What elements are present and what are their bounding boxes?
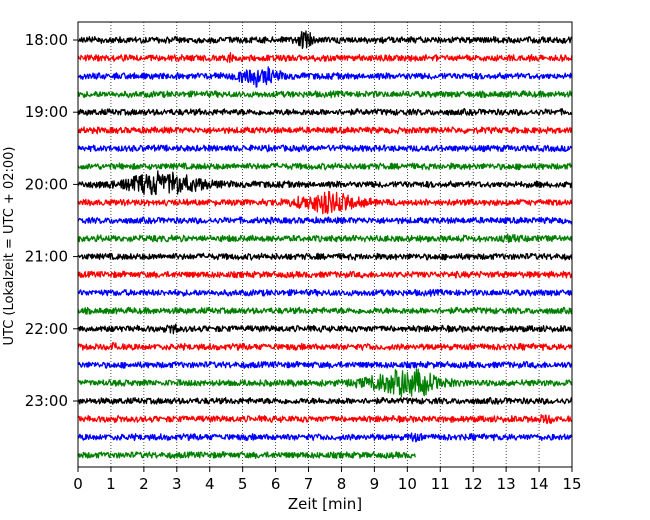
x-tick-label: 8	[337, 475, 347, 493]
x-tick-label: 7	[304, 475, 314, 493]
seismogram-trace	[77, 306, 573, 315]
seismogram-trace	[77, 90, 573, 99]
seismogram-trace	[77, 396, 573, 405]
seismogram-trace	[77, 108, 573, 117]
plot-frame	[77, 21, 573, 468]
y-tick-label: 21:00	[25, 248, 68, 266]
x-tick-label: 9	[370, 475, 380, 493]
y-tick-label: 20:00	[25, 175, 68, 193]
seismogram-trace	[77, 66, 573, 88]
seismogram-trace	[77, 126, 573, 135]
x-tick-label: 13	[497, 475, 516, 493]
x-tick-label: 11	[431, 475, 450, 493]
seismogram-trace	[77, 432, 573, 443]
seismogram-trace	[77, 360, 573, 369]
x-tick-label: 14	[530, 475, 549, 493]
y-tick-label: 23:00	[25, 392, 68, 410]
x-axis-label: Zeit [min]	[288, 495, 362, 513]
y-tick-label: 19:00	[25, 103, 68, 121]
y-tick-label: 18:00	[25, 31, 68, 49]
x-tick-label: 3	[172, 475, 182, 493]
x-tick-label: 12	[464, 475, 483, 493]
seismogram-trace	[77, 368, 573, 398]
seismogram-trace	[77, 414, 573, 425]
x-tick-label: 15	[562, 475, 581, 493]
x-tick-label: 4	[205, 475, 215, 493]
seismogram-traces	[77, 30, 573, 460]
seismogram-trace	[77, 270, 573, 279]
y-tick-label: 22:00	[25, 320, 68, 338]
x-tick-label: 10	[398, 475, 417, 493]
seismogram-trace	[77, 342, 573, 351]
x-tick-label: 1	[106, 475, 116, 493]
x-tick-label: 6	[271, 475, 281, 493]
x-grid	[110, 22, 540, 467]
seismogram-trace	[77, 190, 573, 215]
seismogram-trace	[77, 216, 573, 225]
seismogram-trace	[77, 451, 416, 460]
seismogram-trace	[77, 30, 573, 50]
x-tick-label: 2	[139, 475, 149, 493]
y-axis-label: UTC (Lokalzeit = UTC + 02:00)	[2, 147, 17, 346]
seismogram-trace	[77, 162, 573, 171]
seismogram-trace	[77, 288, 573, 297]
seismogram-trace	[77, 144, 573, 153]
seismogram-trace	[77, 170, 573, 196]
seismogram-trace	[77, 233, 573, 244]
x-axis: 0 1 2 3 4 5 6 7 8 9 10 11 12 13 14 15	[73, 467, 582, 493]
x-tick-label: 5	[238, 475, 248, 493]
seismogram-trace	[77, 252, 573, 261]
x-tick-label: 0	[73, 475, 83, 493]
seismogram-trace	[77, 323, 573, 335]
y-axis: 18:00 19:00 20:00 21:00 22:00 23:00	[25, 31, 78, 410]
seismogram-trace	[77, 52, 573, 64]
